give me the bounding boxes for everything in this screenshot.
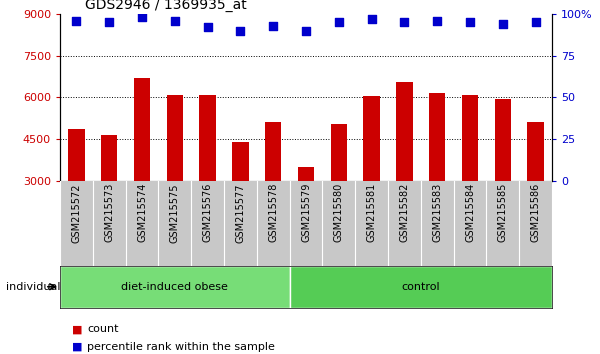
Point [400, 20, 409, 25]
Bar [429, 93, 445, 181]
Bar [396, 82, 413, 181]
Bar [331, 124, 347, 181]
Text: GSM215574: GSM215574 [137, 183, 147, 242]
Text: GSM215572: GSM215572 [71, 183, 82, 242]
Text: ■: ■ [72, 324, 83, 334]
Point [498, 21, 508, 27]
Point [367, 16, 376, 22]
Text: GSM215583: GSM215583 [432, 183, 442, 242]
Text: GSM215585: GSM215585 [498, 183, 508, 242]
Point [104, 20, 114, 25]
Bar [290, 266, 552, 308]
Text: ■: ■ [72, 342, 83, 352]
Text: GDS2946 / 1369935_at: GDS2946 / 1369935_at [85, 0, 247, 12]
Text: GSM215578: GSM215578 [268, 183, 278, 242]
Point [301, 28, 311, 34]
Bar [462, 95, 478, 181]
Point [170, 18, 179, 24]
Text: percentile rank within the sample: percentile rank within the sample [87, 342, 275, 352]
Text: GSM215577: GSM215577 [235, 183, 245, 242]
Bar [494, 99, 511, 181]
Point [268, 23, 278, 29]
Text: diet-induced obese: diet-induced obese [121, 282, 228, 292]
Text: GSM215582: GSM215582 [400, 183, 409, 242]
Text: GSM215584: GSM215584 [465, 183, 475, 242]
Bar [265, 122, 281, 181]
Bar [167, 95, 183, 181]
Point [531, 20, 541, 25]
Text: GSM215580: GSM215580 [334, 183, 344, 242]
Bar [68, 129, 85, 181]
Text: individual: individual [6, 282, 61, 292]
Point [236, 28, 245, 34]
Text: GSM215573: GSM215573 [104, 183, 114, 242]
Bar [60, 266, 290, 308]
Bar [298, 167, 314, 181]
Text: GSM215575: GSM215575 [170, 183, 180, 242]
Text: GSM215579: GSM215579 [301, 183, 311, 242]
Text: control: control [401, 282, 440, 292]
Bar [232, 142, 248, 181]
Bar [134, 78, 150, 181]
Text: count: count [87, 324, 119, 334]
Bar [101, 135, 118, 181]
Bar [527, 122, 544, 181]
Point [203, 25, 212, 30]
Point [465, 20, 475, 25]
Bar [199, 95, 216, 181]
Text: GSM215581: GSM215581 [367, 183, 377, 242]
Text: GSM215576: GSM215576 [203, 183, 212, 242]
Point [433, 18, 442, 24]
Point [334, 20, 344, 25]
Bar [364, 96, 380, 181]
Point [137, 15, 147, 20]
Text: GSM215586: GSM215586 [530, 183, 541, 242]
Point [71, 18, 81, 24]
